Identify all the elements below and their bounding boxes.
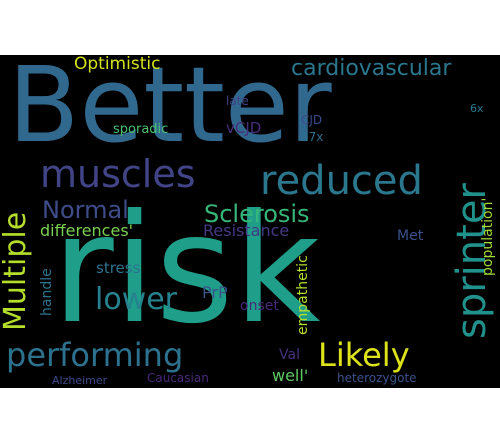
word-6x: 6x <box>470 102 484 115</box>
word-reduced: reduced <box>260 158 423 204</box>
word-well: well' <box>272 366 309 385</box>
word-sclerosis: Sclerosis <box>204 200 310 228</box>
word-resistance: Resistance <box>203 221 290 240</box>
word-cloud: Better risk Optimistic cardiovascular mu… <box>0 55 500 388</box>
word-population: population' <box>480 197 496 276</box>
word-vcjd: vCJD <box>226 119 262 137</box>
word-multiple: Multiple <box>0 211 33 331</box>
word-prp: PrP <box>202 283 228 302</box>
word-val: Val <box>279 347 300 363</box>
word-normal: Normal <box>42 196 129 224</box>
word-met: Met <box>397 228 424 244</box>
word-onset: onset <box>240 298 279 314</box>
word-handle: handle <box>39 268 55 316</box>
word-heterozygote: heterozygote <box>337 371 417 385</box>
word-risk: risk <box>52 183 321 357</box>
word-optimistic: Optimistic <box>74 55 161 74</box>
word-87x: 87x <box>301 130 324 144</box>
word-performing: performing <box>6 336 184 374</box>
word-empathetic: empathetic <box>295 255 311 335</box>
word-lower: lower <box>95 282 178 317</box>
word-caucasian: Caucasian <box>147 371 209 385</box>
word-cardiovascular: cardiovascular <box>291 56 452 81</box>
word-sporadic: sporadic <box>113 122 169 137</box>
word-late: late <box>226 94 249 108</box>
word-muscles: muscles <box>40 152 196 196</box>
word-cjd: CJD <box>301 113 323 127</box>
word-stress: stress <box>96 259 141 277</box>
word-alzheimer: Alzheimer <box>52 374 108 387</box>
word-likely: Likely <box>318 336 410 374</box>
word-better: Better <box>8 55 332 166</box>
word-differences: differences' <box>40 221 134 240</box>
